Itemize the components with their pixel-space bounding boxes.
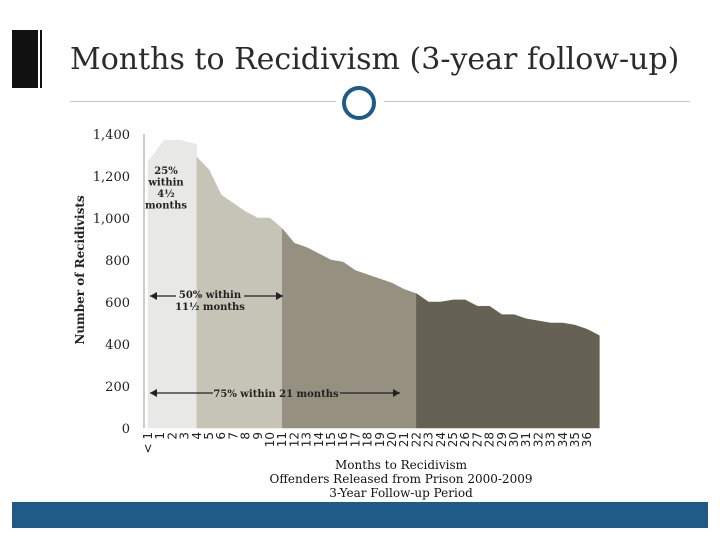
y-tick-label: 1,400 <box>93 128 130 143</box>
x-tick-label: 3 <box>178 432 192 440</box>
x-tick-label: 2 <box>165 432 179 440</box>
x-tick-label: 21 <box>397 432 411 447</box>
annotation-50pct: 50% within 11½ months <box>175 290 245 313</box>
y-tick-label: 200 <box>105 380 130 395</box>
x-tick-label: 19 <box>373 432 387 447</box>
x-tick-label: 15 <box>324 432 338 447</box>
arrow-75-head-left <box>150 389 157 397</box>
x-tick-label: 34 <box>556 432 570 447</box>
x-tick-label: 14 <box>312 432 326 447</box>
x-tick-label: 36 <box>580 432 594 447</box>
x-tick-label: 4 <box>190 432 204 440</box>
y-tick-label: 400 <box>105 338 130 353</box>
y-tick-label: 1,200 <box>93 170 130 185</box>
x-tick-label: 13 <box>300 432 314 447</box>
x-tick-label: 7 <box>226 432 240 440</box>
x-tick-label: 20 <box>385 432 399 447</box>
x-tick-label: 33 <box>544 432 558 447</box>
x-tick-label: 9 <box>251 432 265 440</box>
x-tick-label: 30 <box>507 432 521 447</box>
y-tick-label: 1,000 <box>93 212 130 227</box>
x-tick-label: 31 <box>519 432 533 447</box>
x-tick-label: 35 <box>568 432 582 447</box>
footer-bar <box>12 502 708 528</box>
x-tick-label: 10 <box>263 432 277 447</box>
x-tick-label: < 1 <box>141 432 155 454</box>
x-tick-label: 8 <box>239 432 253 440</box>
x-tick-label: 23 <box>422 432 436 447</box>
x-title-line-1: Months to Recidivism <box>335 458 467 472</box>
page-title: Months to Recidivism (3-year follow-up) <box>70 42 680 77</box>
x-tick-label: 6 <box>214 432 228 440</box>
area-segment-3 <box>281 227 417 429</box>
x-tick-label: 25 <box>446 432 460 447</box>
x-tick-label: 24 <box>434 432 448 447</box>
x-tick-label: 18 <box>361 432 375 447</box>
y-tick-label: 0 <box>122 422 130 437</box>
x-tick-label: 32 <box>531 432 545 447</box>
y-tick-label: 600 <box>105 296 130 311</box>
x-axis-title: Months to Recidivism Offenders Released … <box>241 458 561 500</box>
title-accent-block <box>12 30 38 88</box>
area-segment-4 <box>416 293 600 429</box>
chart-areas <box>147 140 600 429</box>
x-tick-label: 12 <box>287 432 301 447</box>
annotation-25pct: 25% within 4½ months <box>145 166 187 212</box>
x-tick-label: 29 <box>495 432 509 447</box>
x-title-line-2: Offenders Released from Prison 2000-2009 <box>269 472 533 486</box>
x-title-line-3: 3-Year Follow-up Period <box>329 486 473 500</box>
x-tick-labels: < 11234567891011121314151617181920212223… <box>141 432 594 454</box>
arrow-50-head-right <box>276 292 283 300</box>
x-tick-label: 16 <box>336 432 350 447</box>
x-tick-label: 22 <box>409 432 423 447</box>
title-accent-line <box>40 30 42 88</box>
x-tick-label: 27 <box>470 432 484 447</box>
x-tick-label: 11 <box>275 432 289 447</box>
x-tick-label: 28 <box>483 432 497 447</box>
arrow-50-head-left <box>150 292 157 300</box>
arrow-75-head-right <box>393 389 400 397</box>
x-tick-label: 17 <box>348 432 362 447</box>
y-tick-label: 800 <box>105 254 130 269</box>
ring-ornament <box>342 86 376 120</box>
annotation-75pct: 75% within 21 months <box>213 389 339 400</box>
chart-annotations: 25% within 4½ months 50% within 11½ months 75%… <box>145 166 400 400</box>
y-axis-label: Number of Recidivists <box>73 195 87 345</box>
x-tick-label: 1 <box>153 432 167 440</box>
x-tick-label: 5 <box>202 432 216 440</box>
y-tick-labels: 0 200 400 600 800 1,000 1,200 1,400 <box>93 128 130 437</box>
x-tick-label: 26 <box>458 432 472 447</box>
